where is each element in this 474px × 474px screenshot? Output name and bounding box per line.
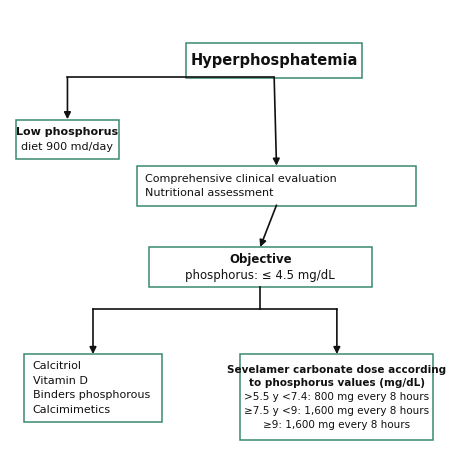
FancyBboxPatch shape	[25, 354, 162, 422]
Text: Calcitriol: Calcitriol	[33, 361, 82, 371]
Text: diet 900 md/day: diet 900 md/day	[21, 142, 113, 152]
FancyBboxPatch shape	[186, 43, 363, 78]
Text: Nutritional assessment: Nutritional assessment	[146, 188, 274, 198]
Text: >5.5 y <7.4: 800 mg every 8 hours: >5.5 y <7.4: 800 mg every 8 hours	[244, 392, 429, 402]
Text: Objective: Objective	[229, 253, 292, 266]
Text: to phosphorus values (mg/dL): to phosphorus values (mg/dL)	[249, 378, 425, 389]
Text: Vitamin D: Vitamin D	[33, 375, 88, 386]
Text: Comprehensive clinical evaluation: Comprehensive clinical evaluation	[146, 173, 337, 183]
FancyBboxPatch shape	[240, 354, 433, 440]
Text: Calcimimetics: Calcimimetics	[33, 405, 111, 415]
FancyBboxPatch shape	[149, 247, 372, 287]
Text: ≥7.5 y <9: 1,600 mg every 8 hours: ≥7.5 y <9: 1,600 mg every 8 hours	[244, 406, 429, 416]
Text: Low phosphorus: Low phosphorus	[17, 127, 118, 137]
Text: ≥9: 1,600 mg every 8 hours: ≥9: 1,600 mg every 8 hours	[264, 420, 410, 430]
FancyBboxPatch shape	[16, 120, 118, 159]
Text: Sevelamer carbonate dose according: Sevelamer carbonate dose according	[228, 365, 447, 374]
FancyBboxPatch shape	[137, 166, 416, 206]
Text: Hyperphosphatemia: Hyperphosphatemia	[191, 53, 358, 68]
Text: phosphorus: ≤ 4.5 mg/dL: phosphorus: ≤ 4.5 mg/dL	[185, 268, 335, 282]
Text: Binders phosphorous: Binders phosphorous	[33, 390, 150, 401]
